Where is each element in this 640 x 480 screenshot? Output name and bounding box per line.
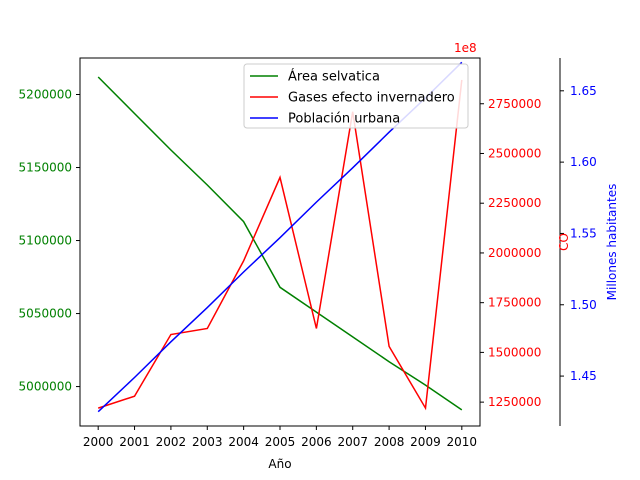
x-axis-label: Año bbox=[268, 457, 291, 471]
left-y-axis: 5000000 5050000 5100000 5150000 5200000 bbox=[19, 88, 80, 394]
left-y-tick-label: 5150000 bbox=[19, 161, 72, 175]
x-tick-label: 2010 bbox=[447, 435, 478, 449]
co-axis-label: CO bbox=[557, 233, 571, 251]
population-y-tick-label: 1.60 bbox=[570, 155, 597, 169]
x-tick-label: 2000 bbox=[83, 435, 114, 449]
left-y-tick-label: 5000000 bbox=[19, 380, 72, 394]
legend-entry-label: Gases efecto invernadero bbox=[288, 91, 455, 106]
population-y-tick-label: 1.55 bbox=[570, 226, 597, 240]
x-tick-label: 2006 bbox=[301, 435, 332, 449]
co-y-tick-label: 1750000 bbox=[488, 296, 541, 310]
x-tick-label: 2003 bbox=[192, 435, 223, 449]
population-y-tick-label: 1.45 bbox=[570, 369, 597, 383]
legend: Área selvatica Gases efecto invernadero Po… bbox=[243, 63, 469, 129]
co-y-tick-label: 2250000 bbox=[488, 196, 541, 210]
series-line-2 bbox=[97, 79, 463, 411]
series-line-1 bbox=[97, 76, 463, 411]
legend-box bbox=[243, 63, 469, 129]
x-tick-label: 2008 bbox=[374, 435, 405, 449]
left-y-tick-label: 5200000 bbox=[19, 88, 72, 102]
x-axis: 2000 2001 2002 2003 2004 2005 2006 2007 2008 2009… bbox=[83, 426, 477, 449]
co-y-tick-label: 1250000 bbox=[488, 395, 541, 409]
population-y-tick-label: 1.50 bbox=[570, 298, 597, 312]
population-y-tick-label: 1.65 bbox=[570, 84, 597, 98]
legend-entry-label: Área selvatica bbox=[288, 69, 380, 85]
x-tick-label: 2001 bbox=[119, 435, 150, 449]
co-y-tick-label: 2000000 bbox=[488, 246, 541, 260]
left-y-tick-label: 5100000 bbox=[19, 234, 72, 248]
left-y-tick-label: 5050000 bbox=[19, 307, 72, 321]
co-axis-offset-label: 1e8 bbox=[454, 41, 477, 55]
co-y-tick-label: 1500000 bbox=[488, 345, 541, 359]
x-tick-label: 2002 bbox=[156, 435, 187, 449]
right-y-axis-co: 1250000 1500000 1750000 2000000 2250000 25000… bbox=[480, 97, 541, 409]
x-tick-label: 2007 bbox=[337, 435, 368, 449]
co-y-tick-label: 2500000 bbox=[488, 146, 541, 160]
right-y-axis-population: 1.45 1.50 1.55 1.60 1.65 bbox=[559, 58, 597, 426]
legend-entry-label: Población urbana bbox=[288, 112, 400, 127]
x-tick-label: 2004 bbox=[228, 435, 259, 449]
co-y-tick-label: 2750000 bbox=[488, 97, 541, 111]
x-tick-label: 2005 bbox=[265, 435, 296, 449]
x-tick-label: 2009 bbox=[410, 435, 441, 449]
population-axis-label: Millones habitantes bbox=[605, 184, 619, 301]
